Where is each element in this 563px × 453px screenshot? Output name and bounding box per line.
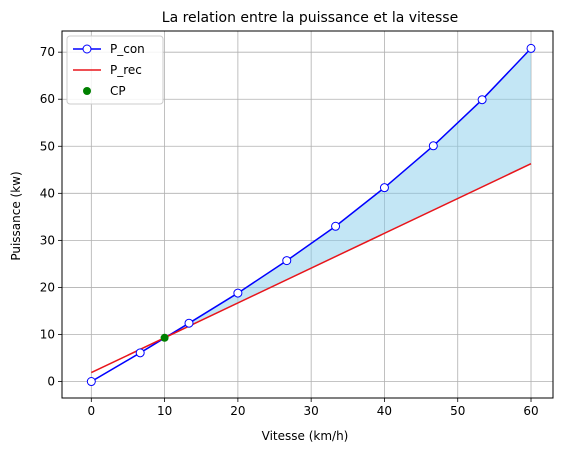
x-axis-label: Vitesse (km/h): [262, 429, 349, 443]
x-tick-label: 20: [230, 404, 245, 418]
axes-frame: [61, 30, 554, 399]
x-tick-label: 0: [87, 404, 95, 418]
y-tick-label: 70: [40, 45, 55, 59]
grid: [62, 31, 553, 398]
y-tick-label: 30: [40, 233, 55, 247]
y-tick-label: 60: [40, 92, 55, 106]
y-tick-label: 40: [40, 186, 55, 200]
series-p-con-point: [477, 95, 487, 105]
legend-p-con-swatch-marker: [82, 44, 92, 54]
series-p-con-point: [184, 318, 194, 328]
series-p-con-point: [379, 183, 389, 193]
x-tick-label: 30: [304, 404, 319, 418]
legend-p-rec-label: P_rec: [110, 63, 142, 77]
series-layer: [86, 43, 536, 387]
y-axis-label: Puissance (kw): [9, 171, 23, 260]
y-tick-label: 20: [40, 280, 55, 294]
series-p-con-point: [135, 348, 145, 358]
series-p-con-point: [331, 221, 341, 231]
legend-cp-label: CP: [110, 84, 126, 98]
legend-cp-swatch-marker: [83, 87, 91, 95]
x-tick-label: 40: [377, 404, 392, 418]
chart-title: La relation entre la puissance et la vit…: [162, 10, 458, 26]
legend-box: [66, 35, 164, 105]
series-p-con-point: [282, 256, 292, 266]
fill-between-polygon: [164, 48, 532, 338]
y-tick-label: 50: [40, 139, 55, 153]
x-tick-label: 50: [450, 404, 465, 418]
series-p-con-point: [428, 141, 438, 151]
y-tick-label: 0: [47, 375, 55, 389]
fill-between-area: [164, 48, 532, 338]
legend: P_con P_rec CP: [66, 35, 164, 105]
y-tick-label: 10: [40, 327, 55, 341]
legend-p-con-label: P_con: [110, 42, 145, 56]
series-p-con-point: [233, 288, 243, 298]
series-cp-point: [160, 333, 169, 342]
ticks: 0 10 20 30 40 50 60 0 10 20 30 40 50 60 70: [40, 45, 539, 418]
x-tick-label: 60: [523, 404, 538, 418]
series-p-con-point: [86, 377, 96, 387]
series-p-con-point: [526, 43, 536, 53]
x-tick-label: 10: [157, 404, 172, 418]
